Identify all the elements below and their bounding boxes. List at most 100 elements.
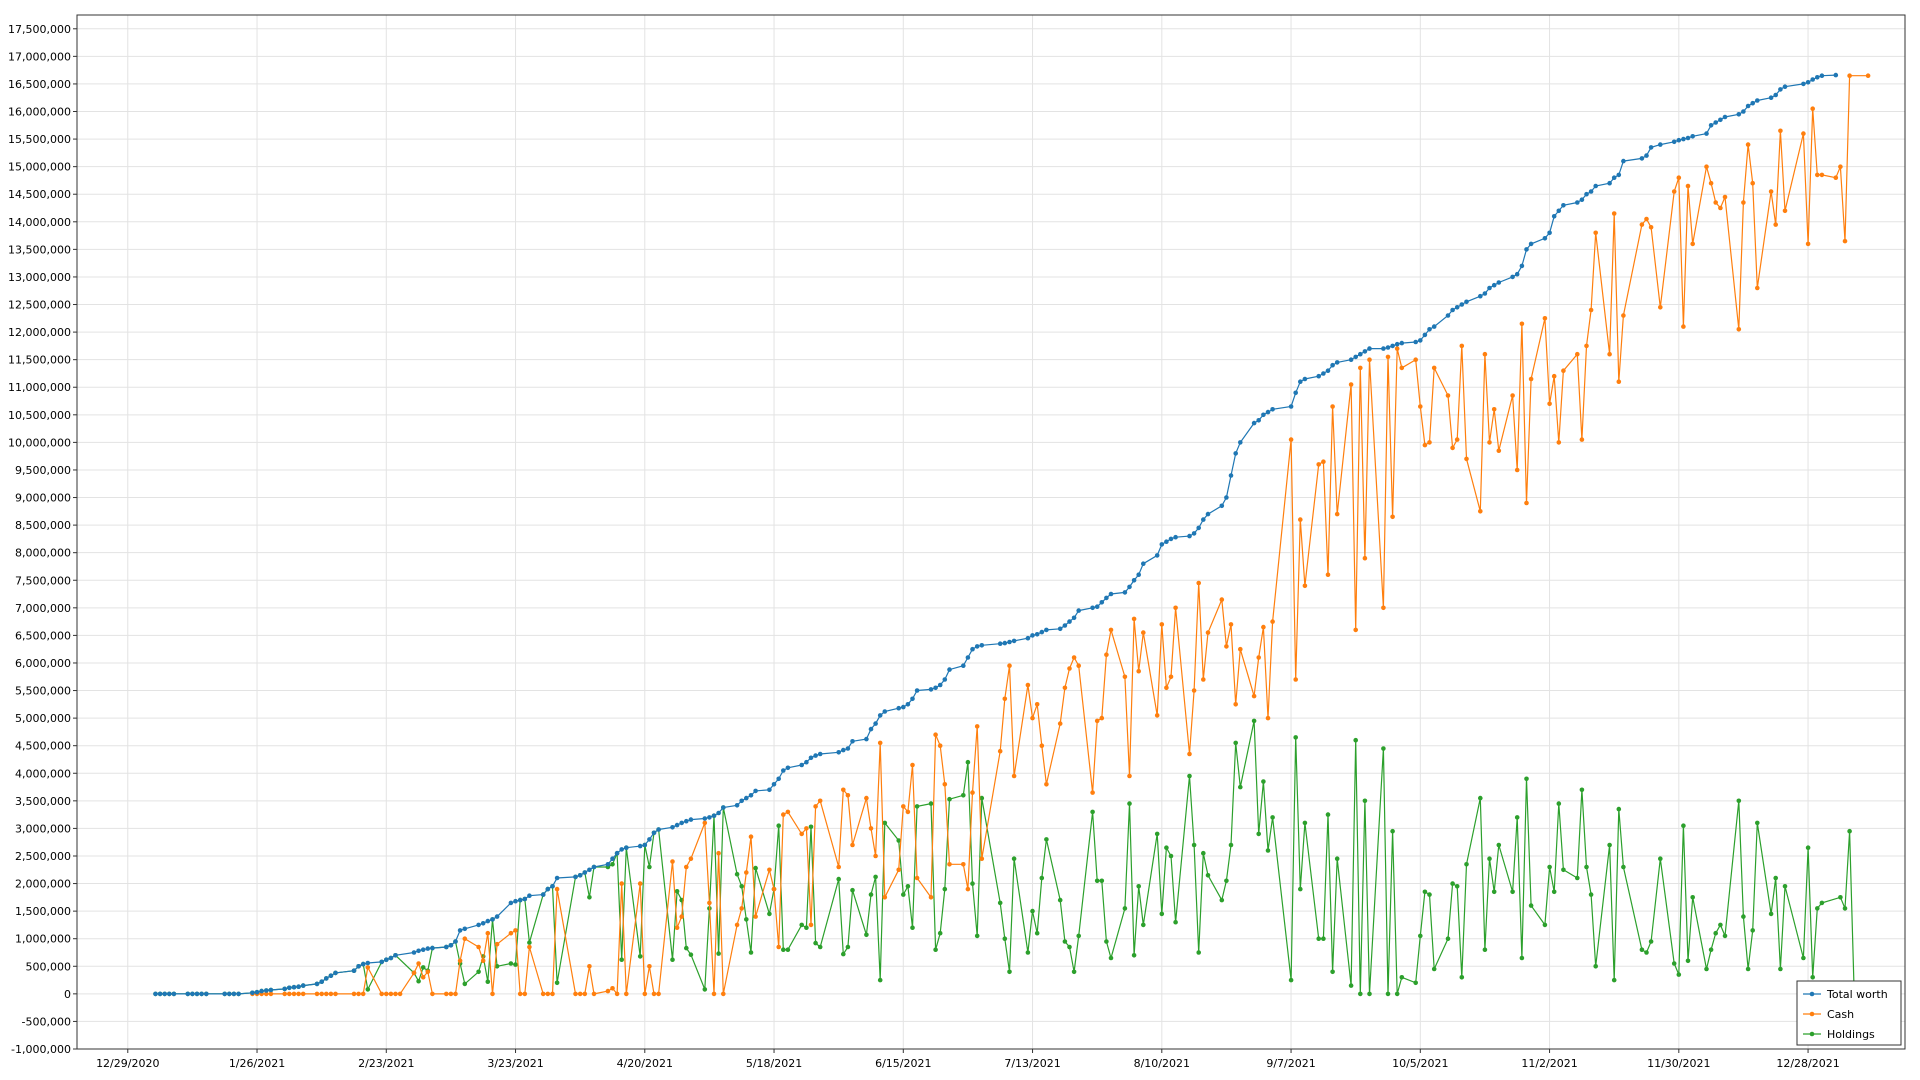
data-point-cash — [845, 793, 851, 798]
data-point-holdings — [619, 957, 624, 962]
data-point-holdings — [817, 944, 823, 950]
data-point-cash — [573, 991, 578, 997]
data-point-total-worth — [1002, 640, 1008, 646]
data-point-total-worth — [1708, 123, 1714, 128]
data-point-total-worth — [868, 726, 874, 732]
y-tick-label: 8,000,000 — [15, 547, 71, 560]
data-point-cash — [1002, 696, 1008, 702]
data-point-cash — [1265, 715, 1271, 721]
data-point-cash — [684, 864, 689, 870]
data-point-cash — [1039, 743, 1045, 748]
data-point-total-worth — [1196, 525, 1201, 531]
data-point-total-worth — [674, 822, 680, 828]
data-point-holdings — [1478, 795, 1483, 801]
data-point-cash — [744, 870, 749, 875]
data-point-cash — [1108, 627, 1114, 633]
data-point-holdings — [841, 951, 846, 957]
data-point-cash — [287, 991, 292, 997]
data-point-total-worth — [1044, 627, 1049, 633]
data-point-total-worth — [1270, 407, 1275, 412]
data-point-total-worth — [1094, 604, 1100, 609]
data-point-holdings — [1551, 889, 1557, 895]
data-point-holdings — [1219, 897, 1225, 903]
data-point-cash — [490, 991, 495, 997]
data-point-holdings — [1025, 950, 1031, 955]
data-point-holdings — [1136, 884, 1141, 889]
data-point-total-worth — [1519, 263, 1525, 269]
data-point-total-worth — [1648, 145, 1654, 150]
data-point-holdings — [1547, 864, 1552, 870]
data-point-holdings — [1685, 958, 1691, 964]
data-point-total-worth — [1293, 390, 1298, 396]
data-point-total-worth — [808, 755, 814, 761]
data-point-total-worth — [1459, 302, 1465, 307]
data-point-holdings — [1542, 922, 1548, 928]
data-point-cash — [1256, 655, 1261, 660]
data-point-total-worth — [637, 843, 643, 849]
legend-swatch-marker — [1809, 1031, 1815, 1037]
data-point-cash — [476, 944, 481, 950]
y-tick-label: 3,000,000 — [15, 822, 71, 835]
data-point-total-worth — [1491, 282, 1497, 288]
y-tick-label: 2,000,000 — [15, 878, 71, 891]
data-point-total-worth — [1136, 572, 1141, 577]
data-point-cash — [1261, 624, 1266, 630]
data-point-total-worth — [1658, 142, 1663, 147]
data-point-holdings — [1159, 911, 1165, 917]
data-point-total-worth — [1173, 534, 1178, 540]
data-point-cash — [1671, 189, 1677, 194]
data-point-total-worth — [961, 663, 966, 668]
y-tick-label: 1,000,000 — [15, 933, 71, 946]
x-tick-label: 5/18/2021 — [746, 1057, 802, 1070]
data-point-total-worth — [1575, 200, 1580, 205]
data-point-cash — [1556, 440, 1562, 445]
data-point-cash — [1362, 555, 1368, 561]
data-point-total-worth — [642, 842, 648, 848]
data-point-cash — [1034, 702, 1040, 707]
data-point-cash — [1201, 677, 1206, 682]
data-point-holdings — [1736, 798, 1742, 804]
data-point-holdings — [1261, 779, 1266, 784]
data-point-total-worth — [268, 987, 274, 993]
data-point-holdings — [1658, 856, 1663, 861]
data-point-total-worth — [1704, 131, 1709, 136]
data-point-total-worth — [384, 957, 389, 962]
data-point-total-worth — [619, 847, 624, 852]
data-point-cash — [416, 961, 421, 966]
data-point-cash — [997, 748, 1003, 754]
data-point-cash — [328, 991, 334, 997]
data-point-holdings — [845, 944, 851, 950]
data-point-cash — [1422, 442, 1428, 448]
y-tick-label: 9,000,000 — [15, 492, 71, 505]
data-point-holdings — [1399, 975, 1405, 980]
data-point-cash — [365, 965, 371, 970]
data-point-holdings — [1099, 878, 1105, 884]
data-point-holdings — [1676, 972, 1682, 977]
data-point-total-worth — [1450, 307, 1455, 313]
data-point-cash — [540, 991, 546, 997]
legend-item-holdings: Holdings — [1803, 1028, 1875, 1041]
data-point-total-worth — [485, 918, 491, 924]
data-point-total-worth — [1057, 626, 1063, 632]
data-point-total-worth — [753, 788, 758, 794]
data-point-holdings — [1611, 977, 1617, 983]
data-point-total-worth — [1108, 591, 1114, 597]
data-point-holdings — [1076, 933, 1081, 939]
data-point-total-worth — [573, 874, 578, 880]
data-point-holdings — [1164, 845, 1169, 850]
data-point-cash — [1847, 73, 1852, 78]
data-point-holdings — [1057, 897, 1063, 903]
data-point-holdings — [1034, 930, 1040, 936]
data-point-total-worth — [324, 976, 329, 981]
data-point-cash — [1164, 685, 1169, 691]
data-point-holdings — [1265, 848, 1271, 853]
data-point-holdings — [896, 838, 901, 843]
data-point-total-worth — [1778, 87, 1783, 92]
data-point-holdings — [1127, 801, 1132, 806]
data-point-holdings — [1755, 820, 1760, 826]
x-tick-label: 4/20/2021 — [617, 1057, 673, 1070]
data-point-holdings — [1288, 977, 1294, 983]
data-point-holdings — [1044, 837, 1049, 842]
data-point-total-worth — [1644, 153, 1649, 158]
data-point-total-worth — [282, 986, 288, 992]
